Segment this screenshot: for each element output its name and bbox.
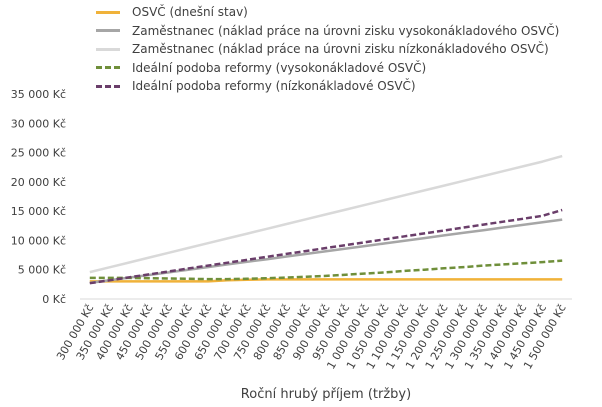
series-line xyxy=(89,278,563,283)
series-line xyxy=(89,154,563,274)
legend-label: Ideální podoba reformy (vysokonákladové … xyxy=(132,60,427,75)
legend-swatch xyxy=(96,66,120,70)
chart-legend: OSVČ (dnešní stav) Zaměstnanec (náklad pr… xyxy=(96,3,559,96)
series-line xyxy=(89,208,563,285)
y-tick-label: 30 000 Kč xyxy=(11,117,66,130)
y-tick-label: 20 000 Kč xyxy=(11,176,66,189)
legend-swatch xyxy=(96,47,120,51)
series-lines xyxy=(89,154,563,285)
y-tick-label: 15 000 Kč xyxy=(11,205,66,218)
series-line xyxy=(89,218,563,285)
legend-item: OSVČ (dnešní stav) xyxy=(96,3,559,22)
legend-label: Zaměstnanec (náklad práce na úrovni zisk… xyxy=(132,23,560,38)
y-tick-label: 35 000 Kč xyxy=(11,88,66,101)
legend-swatch xyxy=(96,29,120,33)
y-tick-label: 10 000 Kč xyxy=(11,234,66,247)
x-axis-title: Roční hrubý příjem (tržby) xyxy=(241,387,411,402)
y-tick-label: 25 000 Kč xyxy=(11,147,66,160)
y-axis-tick-labels: 0 Kč 5 000 Kč 10 000 Kč 15 000 Kč 20 000 Kč 2… xyxy=(11,88,66,306)
legend-label: OSVČ (dnešní stav) xyxy=(132,5,248,20)
legend-item: Zaměstnanec (náklad práce na úrovni zisk… xyxy=(96,40,559,59)
legend-swatch xyxy=(96,10,120,14)
legend-label: Ideální podoba reformy (nízkonákladové O… xyxy=(132,79,416,94)
legend-swatch xyxy=(96,84,120,88)
legend-label: Zaměstnanec (náklad práce na úrovni zisk… xyxy=(132,42,549,57)
legend-item: Zaměstnanec (náklad práce na úrovni zisk… xyxy=(96,22,559,41)
legend-item: Ideální podoba reformy (nízkonákladové O… xyxy=(96,77,559,96)
y-tick-label: 0 Kč xyxy=(42,293,66,306)
legend-item: Ideální podoba reformy (vysokonákladové … xyxy=(96,59,559,78)
y-tick-label: 5 000 Kč xyxy=(18,264,66,277)
series-line xyxy=(89,259,563,281)
